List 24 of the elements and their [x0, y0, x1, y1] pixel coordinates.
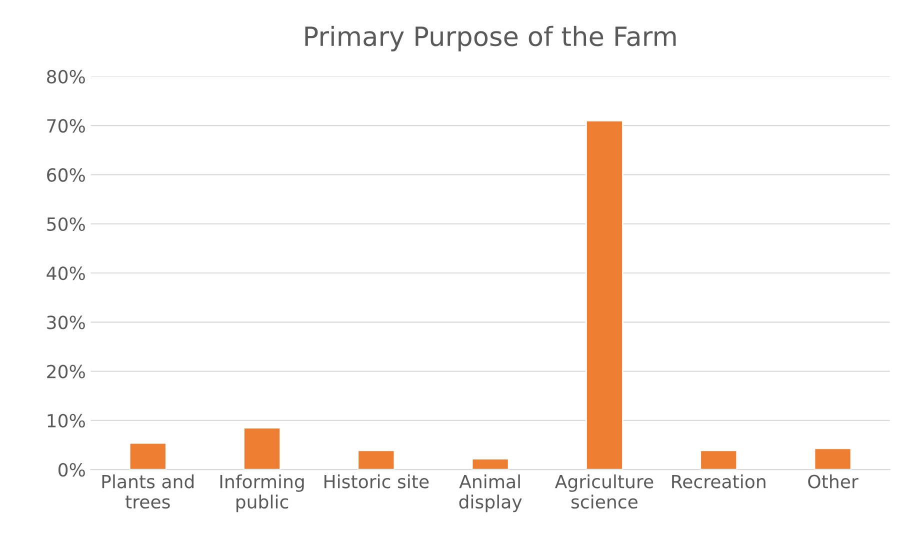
- x-tick-label: Informing public: [220, 474, 304, 512]
- bar: [471, 458, 510, 470]
- x-tick-label: Other: [808, 474, 858, 488]
- bar: [243, 427, 281, 470]
- chart-title: Primary Purpose of the Farm: [305, 26, 676, 52]
- y-tick-label: 80%: [47, 70, 85, 84]
- y-tick-label: 70%: [47, 119, 85, 133]
- y-tick-label: 30%: [47, 316, 85, 330]
- bar: [128, 442, 167, 470]
- x-tick-label: Agriculture science: [554, 474, 654, 509]
- y-tick-label: 50%: [47, 217, 85, 231]
- y-tick-label: 0%: [58, 463, 85, 477]
- bar: [700, 450, 738, 470]
- bar: [814, 448, 852, 470]
- x-tick-label: Animal display: [459, 474, 522, 512]
- y-tick-label: 40%: [46, 266, 85, 280]
- y-tick-label: 20%: [47, 364, 85, 378]
- y-tick-label: 10%: [48, 414, 85, 428]
- x-tick-label: Historic site: [324, 474, 429, 488]
- bar: [357, 450, 396, 470]
- bar: [586, 120, 624, 470]
- y-tick-label: 60%: [47, 168, 85, 182]
- x-tick-label: Plants and trees: [102, 474, 194, 509]
- x-tick-label: Recreation: [672, 474, 766, 488]
